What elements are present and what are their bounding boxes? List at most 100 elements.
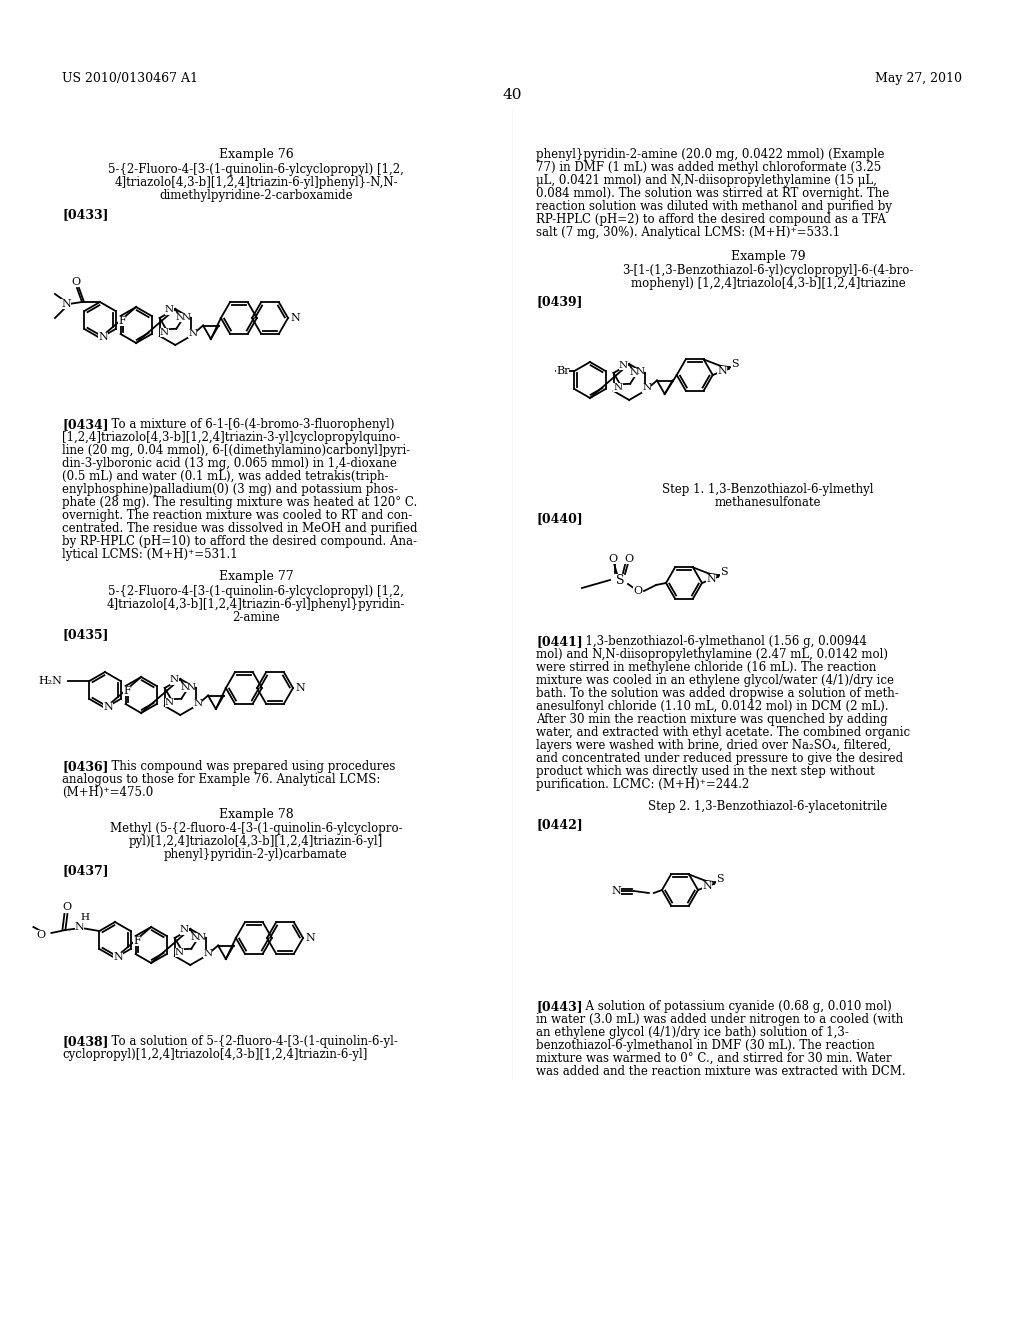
Text: F: F bbox=[123, 686, 131, 696]
Text: O: O bbox=[37, 931, 46, 940]
Text: N: N bbox=[204, 949, 212, 957]
Text: were stirred in methylene chloride (16 mL). The reaction: were stirred in methylene chloride (16 m… bbox=[536, 661, 877, 675]
Text: in water (3.0 mL) was added under nitrogen to a cooled (with: in water (3.0 mL) was added under nitrog… bbox=[536, 1012, 903, 1026]
Text: phate (28 mg). The resulting mixture was heated at 120° C.: phate (28 mg). The resulting mixture was… bbox=[62, 496, 417, 510]
Text: Methyl (5-{2-fluoro-4-[3-(1-quinolin-6-ylcyclopro-: Methyl (5-{2-fluoro-4-[3-(1-quinolin-6-y… bbox=[110, 822, 402, 836]
Text: phenyl}pyridin-2-yl)carbamate: phenyl}pyridin-2-yl)carbamate bbox=[164, 847, 348, 861]
Text: N: N bbox=[635, 367, 644, 376]
Text: 77) in DMF (1 mL) was added methyl chloroformate (3.25: 77) in DMF (1 mL) was added methyl chlor… bbox=[536, 161, 882, 174]
Text: lytical LCMS: (M+H)⁺=531.1: lytical LCMS: (M+H)⁺=531.1 bbox=[62, 548, 238, 561]
Text: 0.084 mmol). The solution was stirred at RT overnight. The: 0.084 mmol). The solution was stirred at… bbox=[536, 187, 889, 201]
Text: [0440]: [0440] bbox=[536, 512, 583, 525]
Text: N: N bbox=[160, 327, 169, 337]
Text: overnight. The reaction mixture was cooled to RT and con-: overnight. The reaction mixture was cool… bbox=[62, 510, 413, 521]
Text: N: N bbox=[642, 384, 651, 392]
Text: μL, 0.0421 mmol) and N,N-diisopropylethylamine (15 μL,: μL, 0.0421 mmol) and N,N-diisopropylethy… bbox=[536, 174, 877, 187]
Text: N: N bbox=[186, 682, 196, 692]
Text: O: O bbox=[72, 277, 81, 286]
Text: mixture was cooled in an ethylene glycol/water (4/1)/dry ice: mixture was cooled in an ethylene glycol… bbox=[536, 675, 894, 686]
Text: F: F bbox=[118, 315, 126, 326]
Text: N: N bbox=[98, 333, 108, 342]
Text: methanesulfonate: methanesulfonate bbox=[715, 496, 821, 510]
Text: S: S bbox=[731, 359, 738, 370]
Text: [0441]: [0441] bbox=[536, 635, 583, 648]
Text: S: S bbox=[720, 568, 728, 577]
Text: pyl)[1,2,4]triazolo[4,3-b][1,2,4]triazin-6-yl]: pyl)[1,2,4]triazolo[4,3-b][1,2,4]triazin… bbox=[129, 836, 383, 847]
Text: N: N bbox=[618, 360, 628, 370]
Text: mixture was warmed to 0° C., and stirred for 30 min. Water: mixture was warmed to 0° C., and stirred… bbox=[536, 1052, 892, 1065]
Text: 40: 40 bbox=[502, 88, 522, 102]
Text: N: N bbox=[170, 676, 179, 685]
Text: N: N bbox=[180, 925, 188, 935]
Text: [0437]: [0437] bbox=[62, 865, 109, 876]
Text: [0443]: [0443] bbox=[536, 1001, 583, 1012]
Text: N: N bbox=[295, 682, 305, 693]
Text: N: N bbox=[305, 933, 315, 942]
Text: N: N bbox=[165, 305, 174, 314]
Text: S: S bbox=[716, 874, 724, 884]
Text: N: N bbox=[190, 933, 200, 941]
Text: analogous to those for Example 76. Analytical LCMS:: analogous to those for Example 76. Analy… bbox=[62, 774, 380, 785]
Text: enylphosphine)palladium(0) (3 mg) and potassium phos-: enylphosphine)palladium(0) (3 mg) and po… bbox=[62, 483, 398, 496]
Text: N: N bbox=[75, 921, 84, 932]
Text: N: N bbox=[175, 313, 184, 322]
Text: [0433]: [0433] bbox=[62, 209, 109, 220]
Text: N: N bbox=[113, 952, 123, 962]
Text: Example 79: Example 79 bbox=[731, 249, 805, 263]
Text: N: N bbox=[611, 886, 621, 896]
Text: N: N bbox=[165, 698, 174, 706]
Text: O: O bbox=[608, 554, 617, 564]
Text: After 30 min the reaction mixture was quenched by adding: After 30 min the reaction mixture was qu… bbox=[536, 713, 888, 726]
Text: N: N bbox=[613, 383, 623, 392]
Text: (M+H)⁺=475.0: (M+H)⁺=475.0 bbox=[62, 785, 154, 799]
Text: N: N bbox=[717, 366, 727, 376]
Text: benzothiazol-6-ylmethanol in DMF (30 mL). The reaction: benzothiazol-6-ylmethanol in DMF (30 mL)… bbox=[536, 1039, 874, 1052]
Text: Step 1. 1,3-Benzothiazol-6-ylmethyl: Step 1. 1,3-Benzothiazol-6-ylmethyl bbox=[663, 483, 873, 496]
Text: was added and the reaction mixture was extracted with DCM.: was added and the reaction mixture was e… bbox=[536, 1065, 905, 1078]
Text: Example 78: Example 78 bbox=[219, 808, 293, 821]
Text: O: O bbox=[634, 586, 643, 597]
Text: din-3-ylboronic acid (13 mg, 0.065 mmol) in 1,4-dioxane: din-3-ylboronic acid (13 mg, 0.065 mmol)… bbox=[62, 457, 397, 470]
Text: 4]triazolo[4,3-b][1,2,4]triazin-6-yl]phenyl}-N,N-: 4]triazolo[4,3-b][1,2,4]triazin-6-yl]phe… bbox=[115, 176, 397, 189]
Text: mophenyl) [1,2,4]triazolo[4,3-b][1,2,4]triazine: mophenyl) [1,2,4]triazolo[4,3-b][1,2,4]t… bbox=[631, 277, 905, 290]
Text: N: N bbox=[194, 698, 203, 708]
Text: H: H bbox=[81, 913, 90, 923]
Text: [0438]: [0438] bbox=[62, 1035, 109, 1048]
Text: Example 77: Example 77 bbox=[219, 570, 293, 583]
Text: 5-{2-Fluoro-4-[3-(1-quinolin-6-ylcyclopropyl) [1,2,: 5-{2-Fluoro-4-[3-(1-quinolin-6-ylcyclopr… bbox=[109, 162, 403, 176]
Text: Br: Br bbox=[556, 366, 569, 376]
Text: RP-HPLC (pH=2) to afford the desired compound as a TFA: RP-HPLC (pH=2) to afford the desired com… bbox=[536, 213, 886, 226]
Text: 2-amine: 2-amine bbox=[232, 611, 280, 624]
Text: by RP-HPLC (pH=10) to afford the desired compound. Ana-: by RP-HPLC (pH=10) to afford the desired… bbox=[62, 535, 417, 548]
Text: N: N bbox=[180, 682, 189, 692]
Text: Step 2. 1,3-Benzothiazol-6-ylacetonitrile: Step 2. 1,3-Benzothiazol-6-ylacetonitril… bbox=[648, 800, 888, 813]
Text: N: N bbox=[702, 880, 712, 891]
Text: mol) and N,N-diisopropylethylamine (2.47 mL, 0.0142 mol): mol) and N,N-diisopropylethylamine (2.47… bbox=[536, 648, 888, 661]
Text: 5-{2-Fluoro-4-[3-(1-quinolin-6-ylcyclopropyl) [1,2,: 5-{2-Fluoro-4-[3-(1-quinolin-6-ylcyclopr… bbox=[109, 585, 403, 598]
Text: line (20 mg, 0.04 mmol), 6-[(dimethylamino)carbonyl]pyri-: line (20 mg, 0.04 mmol), 6-[(dimethylami… bbox=[62, 444, 411, 457]
Text: and concentrated under reduced pressure to give the desired: and concentrated under reduced pressure … bbox=[536, 752, 903, 766]
Text: water, and extracted with ethyl acetate. The combined organic: water, and extracted with ethyl acetate.… bbox=[536, 726, 910, 739]
Text: N: N bbox=[188, 329, 198, 338]
Text: O: O bbox=[625, 554, 634, 564]
Text: H₂N: H₂N bbox=[39, 676, 62, 686]
Text: layers were washed with brine, dried over Na₂SO₄, filtered,: layers were washed with brine, dried ove… bbox=[536, 739, 891, 752]
Text: [0434]: [0434] bbox=[62, 418, 109, 432]
Text: [1,2,4]triazolo[4,3-b][1,2,4]triazin-3-yl]cyclopropylquino-: [1,2,4]triazolo[4,3-b][1,2,4]triazin-3-y… bbox=[62, 432, 400, 444]
Text: [0442]: [0442] bbox=[536, 818, 583, 832]
Text: 3-[1-(1,3-Benzothiazol-6-yl)cyclopropyl]-6-(4-bro-: 3-[1-(1,3-Benzothiazol-6-yl)cyclopropyl]… bbox=[623, 264, 913, 277]
Text: phenyl}pyridin-2-amine (20.0 mg, 0.0422 mmol) (Example: phenyl}pyridin-2-amine (20.0 mg, 0.0422 … bbox=[536, 148, 885, 161]
Text: Example 76: Example 76 bbox=[219, 148, 293, 161]
Text: an ethylene glycol (4/1)/dry ice bath) solution of 1,3-: an ethylene glycol (4/1)/dry ice bath) s… bbox=[536, 1026, 849, 1039]
Text: N: N bbox=[629, 368, 638, 376]
Text: purification. LCMC: (M+H)⁺=244.2: purification. LCMC: (M+H)⁺=244.2 bbox=[536, 777, 750, 791]
Text: N: N bbox=[103, 702, 113, 711]
Text: N: N bbox=[707, 574, 716, 583]
Text: To a mixture of 6-1-[6-(4-bromo-3-fluorophenyl): To a mixture of 6-1-[6-(4-bromo-3-fluoro… bbox=[104, 418, 394, 432]
Text: dimethylpyridine-2-carboxamide: dimethylpyridine-2-carboxamide bbox=[159, 189, 353, 202]
Text: 1,3-benzothiazol-6-ylmethanol (1.56 g, 0.00944: 1,3-benzothiazol-6-ylmethanol (1.56 g, 0… bbox=[578, 635, 867, 648]
Text: N: N bbox=[197, 932, 206, 941]
Text: N: N bbox=[290, 313, 300, 323]
Text: salt (7 mg, 30%). Analytical LCMS: (M+H)⁺=533.1: salt (7 mg, 30%). Analytical LCMS: (M+H)… bbox=[536, 226, 840, 239]
Text: centrated. The residue was dissolved in MeOH and purified: centrated. The residue was dissolved in … bbox=[62, 521, 418, 535]
